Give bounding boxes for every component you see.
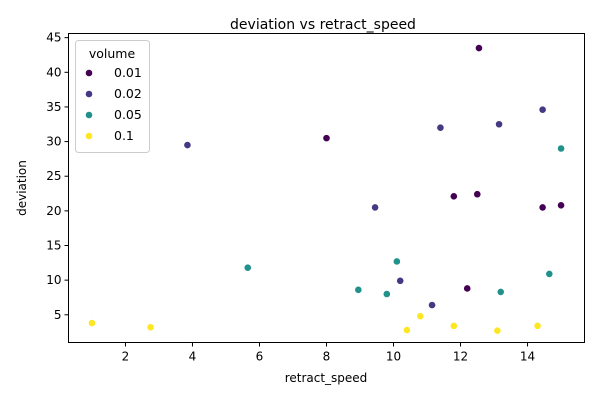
legend-box <box>75 40 150 153</box>
y-tick-label: 30 <box>46 135 61 149</box>
x-tick-label: 4 <box>189 350 197 364</box>
x-tick-label: 8 <box>323 350 331 364</box>
legend-title: volume <box>89 46 136 61</box>
x-tick-label: 12 <box>453 350 468 364</box>
data-point <box>538 105 547 114</box>
data-point <box>322 134 331 143</box>
data-point <box>496 288 505 296</box>
x-tick-label: 10 <box>386 350 401 364</box>
y-tick-label: 20 <box>46 204 61 218</box>
data-point <box>473 190 482 199</box>
x-tick-label: 2 <box>122 350 130 364</box>
legend: volume 0.01 0.02 0.05 0.1 <box>75 40 150 153</box>
data-point <box>382 290 391 298</box>
data-points <box>88 44 565 335</box>
data-point <box>557 201 565 210</box>
y-tick-label: 10 <box>46 273 61 287</box>
data-point <box>538 203 547 212</box>
data-point <box>495 120 503 129</box>
data-point <box>436 123 445 132</box>
data-point <box>557 144 565 153</box>
chart-title: deviation vs retract_speed <box>230 17 416 33</box>
y-tick-label: 15 <box>46 239 61 253</box>
legend-marker <box>85 69 93 77</box>
legend-marker <box>85 132 93 140</box>
x-tick-label: 14 <box>520 350 535 364</box>
data-point <box>396 276 405 285</box>
y-tick-label: 5 <box>54 308 62 322</box>
data-point <box>416 312 425 321</box>
data-point <box>392 257 401 266</box>
y-tick-label: 45 <box>46 31 61 45</box>
y-axis-label: deviation <box>15 160 29 216</box>
x-axis-ticks: 2 4 6 8 10 12 14 <box>122 342 535 364</box>
legend-entry-label: 0.01 <box>114 65 142 80</box>
data-point <box>449 192 458 201</box>
legend-marker <box>85 90 93 98</box>
data-point <box>493 326 502 335</box>
legend-entry-label: 0.02 <box>114 86 142 101</box>
legend-entry-label: 0.1 <box>114 128 134 143</box>
data-point <box>371 203 379 212</box>
x-tick-label: 6 <box>256 350 264 364</box>
data-point <box>403 326 411 334</box>
plot-frame <box>68 33 585 343</box>
data-point <box>545 270 554 278</box>
data-point <box>146 323 155 332</box>
data-point <box>463 284 472 293</box>
data-point <box>88 319 96 328</box>
x-axis-label: retract_speed <box>285 371 368 385</box>
y-tick-label: 40 <box>46 65 61 79</box>
data-point <box>428 301 436 309</box>
data-point <box>449 321 458 330</box>
legend-marker <box>85 111 93 119</box>
y-tick-label: 25 <box>46 169 61 183</box>
data-point <box>475 44 483 52</box>
data-point <box>243 263 252 272</box>
data-point <box>183 141 192 149</box>
data-point <box>354 285 363 294</box>
y-axis-ticks: 5 10 15 20 25 30 35 40 45 <box>46 31 69 322</box>
y-tick-label: 35 <box>46 100 61 114</box>
data-point <box>533 321 542 330</box>
legend-entry-label: 0.05 <box>114 107 142 122</box>
